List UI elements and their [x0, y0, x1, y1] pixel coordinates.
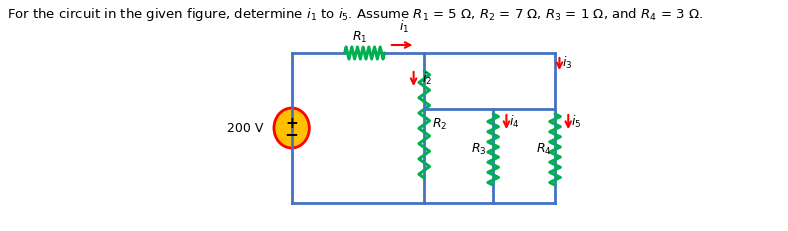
Text: +: +	[285, 116, 298, 131]
Text: $i_3$: $i_3$	[562, 55, 572, 71]
Text: 200 V: 200 V	[227, 122, 263, 134]
Text: $R_3$: $R_3$	[471, 142, 487, 157]
Text: $i_2$: $i_2$	[422, 71, 432, 87]
Text: $i_1$: $i_1$	[399, 19, 409, 35]
Text: −: −	[284, 125, 299, 143]
Text: $i_5$: $i_5$	[571, 114, 582, 130]
Text: $R_1$: $R_1$	[352, 30, 368, 45]
Text: $R_4$: $R_4$	[536, 142, 552, 157]
Text: $R_2$: $R_2$	[432, 117, 448, 132]
Text: $i_4$: $i_4$	[509, 114, 519, 130]
Ellipse shape	[274, 108, 310, 148]
Text: For the circuit in the given figure, determine $i_1$ to $i_5$. Assume $R_1$ = 5 : For the circuit in the given figure, det…	[7, 6, 703, 23]
